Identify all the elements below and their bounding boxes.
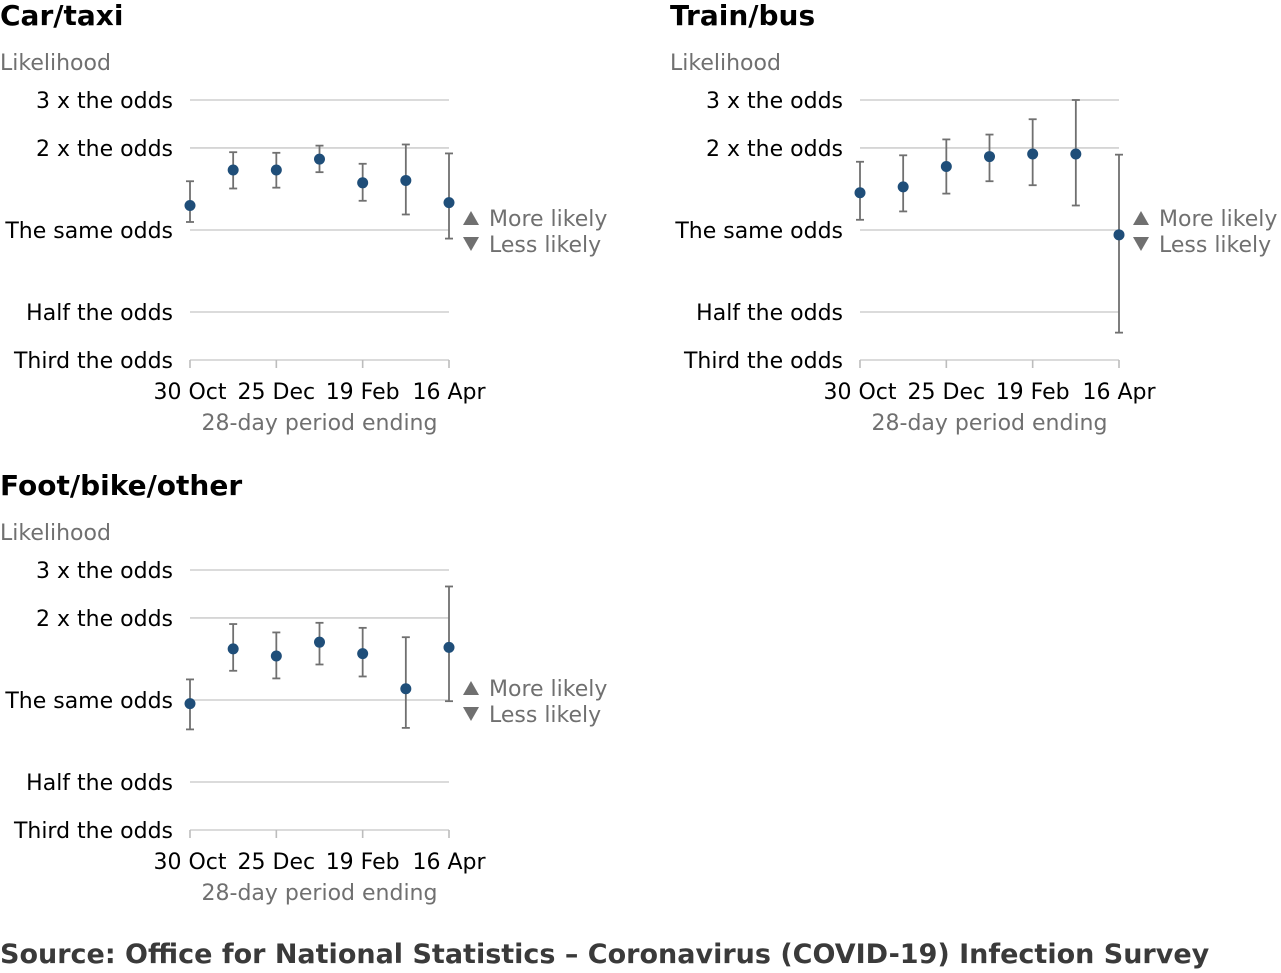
x-tick-label: 30 Oct bbox=[153, 850, 226, 875]
y-tick-label: 3 x the odds bbox=[706, 89, 843, 114]
data-point bbox=[1027, 148, 1039, 160]
triangle-down-icon bbox=[463, 706, 479, 721]
x-axis-label: 28-day period ending bbox=[202, 881, 438, 906]
y-tick-label: 3 x the odds bbox=[36, 89, 173, 114]
y-tick-label: Half the odds bbox=[696, 301, 843, 326]
y-tick-label: Third the odds bbox=[13, 819, 173, 844]
y-tick-label: Half the odds bbox=[26, 771, 173, 796]
data-point bbox=[1070, 148, 1082, 160]
error-bar bbox=[401, 636, 410, 729]
data-point bbox=[227, 643, 239, 655]
panel-title: Foot/bike/other bbox=[0, 469, 242, 502]
data-point bbox=[357, 177, 369, 189]
panel-title: Train/bus bbox=[670, 0, 815, 32]
data-point bbox=[443, 641, 455, 653]
chart-panel: Foot/bike/other Likelihood 3 x the odds 2 x… bbox=[0, 469, 607, 906]
triangle-up-icon bbox=[463, 680, 479, 695]
data-point bbox=[270, 164, 282, 176]
x-tick-label: 16 Apr bbox=[1082, 380, 1156, 405]
more-likely-label: More likely bbox=[1159, 207, 1277, 232]
x-tick-label: 19 Feb bbox=[996, 380, 1070, 405]
x-axis-label: 28-day period ending bbox=[872, 411, 1108, 436]
data-point bbox=[184, 698, 196, 710]
x-tick-label: 30 Oct bbox=[153, 380, 226, 405]
y-tick-label: 3 x the odds bbox=[36, 559, 173, 584]
chart-panel: Car/taxi Likelihood 3 x the odds 2 x the od… bbox=[0, 0, 607, 436]
source-note: Source: Office for National Statistics –… bbox=[0, 939, 1210, 970]
error-bar bbox=[1115, 153, 1123, 334]
y-axis-label: Likelihood bbox=[0, 51, 111, 76]
x-tick-label: 25 Dec bbox=[238, 380, 316, 405]
y-tick-label: 2 x the odds bbox=[36, 607, 173, 632]
y-axis-label: Likelihood bbox=[670, 51, 781, 76]
y-tick-label: The same odds bbox=[4, 689, 173, 714]
chart-panel: Train/bus Likelihood 3 x the odds 2 x the o… bbox=[670, 0, 1277, 436]
y-tick-label: Third the odds bbox=[683, 349, 843, 374]
y-tick-label: 2 x the odds bbox=[36, 137, 173, 162]
x-tick-label: 25 Dec bbox=[238, 850, 316, 875]
x-tick-label: 19 Feb bbox=[326, 380, 400, 405]
more-likely-label: More likely bbox=[489, 207, 607, 232]
data-point bbox=[357, 648, 369, 660]
x-tick-label: 25 Dec bbox=[908, 380, 986, 405]
data-point bbox=[400, 174, 412, 186]
x-tick-label: 19 Feb bbox=[326, 850, 400, 875]
data-point bbox=[314, 153, 325, 165]
triangle-down-icon bbox=[463, 236, 479, 251]
data-point bbox=[897, 181, 909, 193]
triangle-down-icon bbox=[1133, 236, 1149, 251]
less-likely-label: Less likely bbox=[489, 233, 601, 258]
y-tick-label: Half the odds bbox=[26, 301, 173, 326]
y-tick-label: Third the odds bbox=[13, 349, 173, 374]
y-axis-label: Likelihood bbox=[0, 521, 111, 546]
x-tick-label: 30 Oct bbox=[823, 380, 896, 405]
data-point bbox=[1113, 229, 1125, 241]
data-point bbox=[984, 151, 995, 163]
y-tick-label: The same odds bbox=[674, 219, 843, 244]
more-likely-label: More likely bbox=[489, 677, 607, 702]
data-point bbox=[270, 650, 282, 662]
x-tick-label: 16 Apr bbox=[412, 850, 486, 875]
chart-panels: Car/taxi Likelihood 3 x the odds 2 x the od… bbox=[0, 0, 1277, 906]
data-point bbox=[443, 197, 455, 209]
y-tick-label: The same odds bbox=[4, 219, 173, 244]
x-axis-label: 28-day period ending bbox=[202, 411, 438, 436]
error-bar bbox=[445, 152, 453, 240]
data-point bbox=[400, 683, 412, 695]
data-point bbox=[227, 164, 239, 176]
x-tick-label: 16 Apr bbox=[412, 380, 486, 405]
less-likely-label: Less likely bbox=[489, 703, 601, 728]
data-point bbox=[940, 161, 952, 173]
y-tick-label: 2 x the odds bbox=[706, 137, 843, 162]
less-likely-label: Less likely bbox=[1159, 233, 1271, 258]
triangle-up-icon bbox=[463, 210, 479, 225]
data-point bbox=[314, 636, 325, 648]
panel-title: Car/taxi bbox=[0, 0, 123, 32]
triangle-up-icon bbox=[1133, 210, 1149, 225]
data-point bbox=[854, 187, 866, 199]
data-point bbox=[184, 199, 196, 211]
